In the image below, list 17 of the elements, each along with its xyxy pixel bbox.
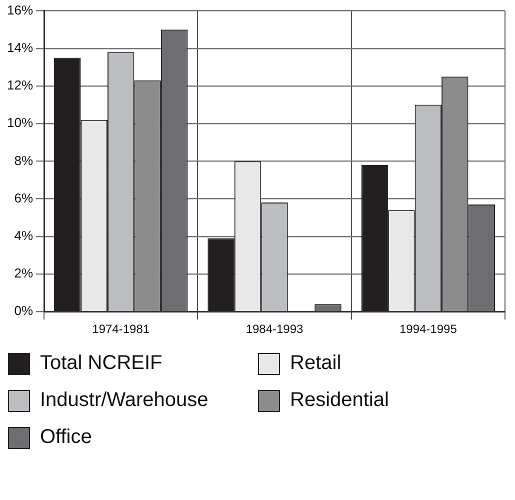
legend-label: Retail: [290, 352, 342, 375]
y-tick-label: 14%: [6, 40, 34, 55]
y-tick-label: 0%: [14, 303, 34, 318]
y-tick-label: 12%: [6, 78, 34, 93]
legend-label: Office: [40, 426, 92, 449]
y-tick-label: 10%: [6, 115, 34, 130]
y-tick-label: 4%: [14, 228, 34, 243]
x-tick-label: 1984-1993: [246, 322, 304, 336]
legend-label: Total NCREIF: [40, 352, 162, 375]
x-tick-label: 1994-1995: [399, 322, 458, 336]
y-tick-label: 6%: [14, 190, 34, 206]
legend-label: Residential: [290, 389, 389, 412]
x-tick-label: 1974-1981: [92, 322, 150, 336]
y-tick-label: 8%: [14, 152, 34, 168]
y-tick-label: 2%: [14, 266, 34, 281]
y-tick-label: 16%: [6, 2, 34, 18]
legend-label: Industr/Warehouse: [40, 389, 208, 412]
